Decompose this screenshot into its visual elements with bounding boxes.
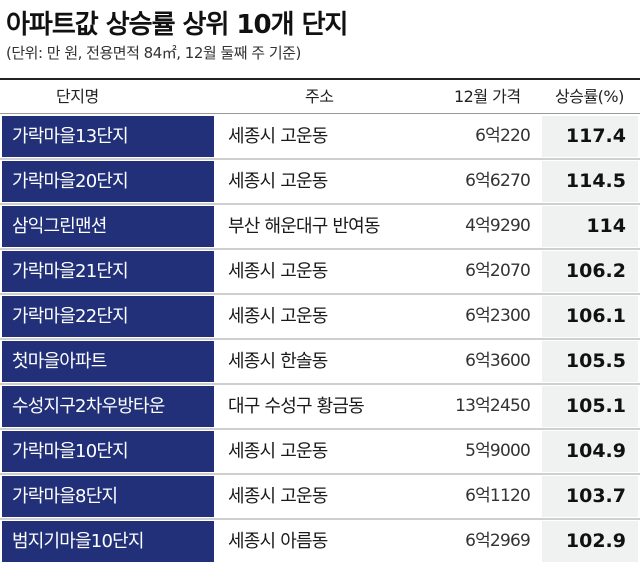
row-separator: [0, 338, 640, 340]
table-row: 가락마을20단지 세종시 고운동 6억6270 114.5: [0, 161, 640, 202]
row-separator: [0, 473, 640, 475]
table-row: 가락마을22단지 세종시 고운동 6억2300 106.1: [0, 296, 640, 337]
table-row: 가락마을10단지 세종시 고운동 5억9000 104.9: [0, 431, 640, 472]
cell-price: 6억220: [432, 116, 540, 157]
cell-price: 13억2450: [432, 386, 540, 427]
cell-address: 세종시 고운동: [216, 116, 430, 157]
cell-rate: 106.2: [542, 251, 638, 292]
cell-address: 세종시 고운동: [216, 476, 430, 517]
table-row: 가락마을13단지 세종시 고운동 6억220 117.4: [0, 116, 640, 157]
cell-name: 가락마을20단지: [2, 161, 214, 202]
cell-price: 4억9290: [432, 206, 540, 247]
cell-rate: 114: [542, 206, 638, 247]
cell-address: 세종시 아름동: [216, 521, 430, 562]
table-row: 가락마을21단지 세종시 고운동 6억2070 106.2: [0, 251, 640, 292]
cell-name: 가락마을21단지: [2, 251, 214, 292]
table-row: 첫마을아파트 세종시 한솔동 6억3600 105.5: [0, 341, 640, 382]
header-name: 단지명: [56, 87, 99, 106]
cell-name: 첫마을아파트: [2, 341, 214, 382]
header-rate: 상승률(%): [555, 87, 624, 106]
cell-price: 6억3600: [432, 341, 540, 382]
cell-price: 6억6270: [432, 161, 540, 202]
cell-name: 범지기마을10단지: [2, 521, 214, 562]
row-separator: [0, 203, 640, 205]
table-row: 가락마을8단지 세종시 고운동 6억1120 103.7: [0, 476, 640, 517]
cell-price: 6억2969: [432, 521, 540, 562]
table-top-rule: [0, 78, 640, 80]
table-header-rule: [0, 113, 640, 114]
cell-name: 가락마을13단지: [2, 116, 214, 157]
row-separator: [0, 158, 640, 160]
table-row: 삼익그린맨션 부산 해운대구 반여동 4억9290 114: [0, 206, 640, 247]
cell-address: 부산 해운대구 반여동: [216, 206, 430, 247]
cell-rate: 114.5: [542, 161, 638, 202]
cell-address: 세종시 한솔동: [216, 341, 430, 382]
row-separator: [0, 293, 640, 295]
table-header: 단지명 주소 12월 가격 상승률(%): [0, 80, 640, 114]
cell-rate: 105.5: [542, 341, 638, 382]
row-separator: [0, 428, 640, 430]
cell-price: 6억1120: [432, 476, 540, 517]
cell-address: 세종시 고운동: [216, 251, 430, 292]
row-separator: [0, 383, 640, 385]
cell-rate: 103.7: [542, 476, 638, 517]
header-address: 주소: [305, 87, 334, 106]
cell-address: 세종시 고운동: [216, 161, 430, 202]
row-separator: [0, 518, 640, 520]
cell-name: 수성지구2차우방타운: [2, 386, 214, 427]
cell-price: 6억2070: [432, 251, 540, 292]
table-row: 수성지구2차우방타운 대구 수성구 황금동 13억2450 105.1: [0, 386, 640, 427]
cell-name: 가락마을8단지: [2, 476, 214, 517]
cell-rate: 104.9: [542, 431, 638, 472]
cell-price: 6억2300: [432, 296, 540, 337]
cell-address: 대구 수성구 황금동: [216, 386, 430, 427]
cell-address: 세종시 고운동: [216, 296, 430, 337]
page-subtitle: (단위: 만 원, 전용면적 84㎡, 12월 둘째 주 기준): [6, 44, 301, 62]
cell-rate: 105.1: [542, 386, 638, 427]
cell-price: 5억9000: [432, 431, 540, 472]
cell-rate: 106.1: [542, 296, 638, 337]
cell-rate: 102.9: [542, 521, 638, 562]
table-row: 범지기마을10단지 세종시 아름동 6억2969 102.9: [0, 521, 640, 562]
page-title: 아파트값 상승률 상위 10개 단지: [6, 10, 348, 40]
header-price: 12월 가격: [454, 87, 521, 106]
cell-name: 삼익그린맨션: [2, 206, 214, 247]
cell-rate: 117.4: [542, 116, 638, 157]
cell-name: 가락마을22단지: [2, 296, 214, 337]
cell-address: 세종시 고운동: [216, 431, 430, 472]
cell-name: 가락마을10단지: [2, 431, 214, 472]
row-separator: [0, 248, 640, 250]
